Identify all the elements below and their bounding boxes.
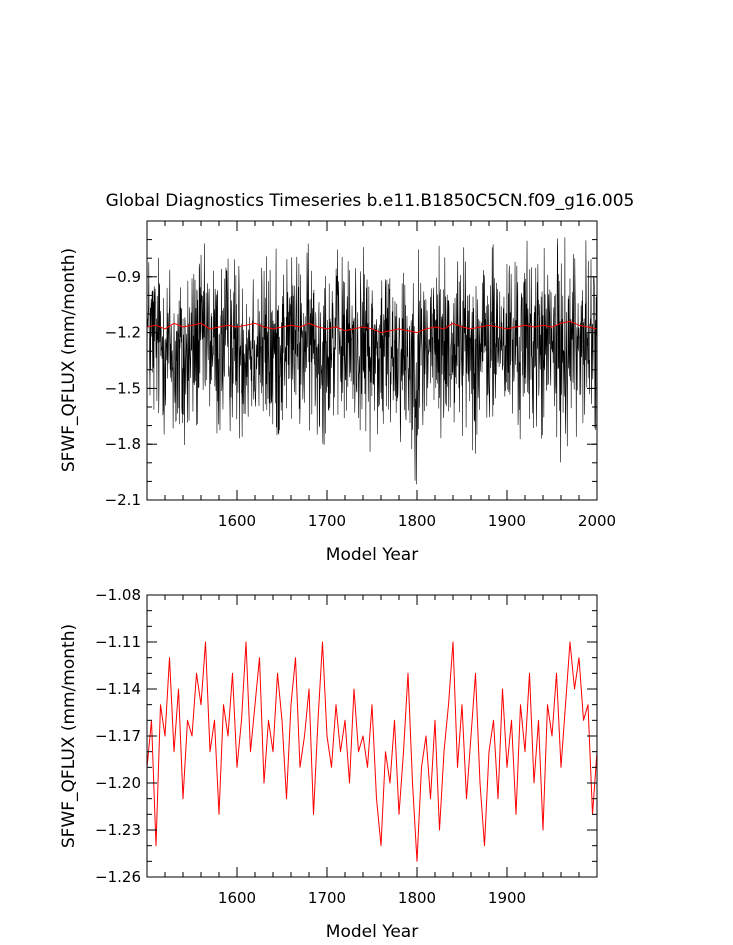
chart-title: Global Diagnostics Timeseries b.e11.B185… — [106, 191, 635, 211]
y-tick-label: −1.8 — [105, 435, 141, 453]
y-tick-label: −1.17 — [95, 727, 141, 745]
y-tick-label: −2.1 — [105, 491, 141, 509]
top-chart: Global Diagnostics Timeseries b.e11.B185… — [59, 191, 634, 565]
y-tick-label: −0.9 — [105, 268, 141, 286]
y-tick-label: −1.20 — [95, 774, 141, 792]
y-tick-label: −1.26 — [95, 868, 141, 886]
y-axis-ticks: −1.08 −1.11 −1.14 −1.17 −1.20 −1.23 −1.26 — [95, 586, 597, 886]
series-line-0 — [146, 641, 598, 862]
y-axis-label: SFWF_QFLUX (mm/month) — [59, 624, 79, 848]
x-tick-label: 1600 — [218, 889, 256, 907]
x-axis-ticks: 1600 1700 1800 1900 — [146, 595, 598, 907]
y-tick-label: −1.5 — [105, 379, 141, 397]
y-axis-label: SFWF_QFLUX (mm/month) — [59, 248, 79, 472]
x-tick-label: 1800 — [398, 889, 436, 907]
x-tick-label: 1900 — [488, 889, 526, 907]
series-line-1 — [146, 320, 598, 334]
x-tick-label: 1700 — [308, 889, 346, 907]
plot-frame — [146, 594, 598, 878]
x-axis-label: Model Year — [326, 922, 418, 942]
y-axis-ticks: −0.9 −1.2 −1.5 −1.8 −2.1 — [105, 220, 597, 509]
x-tick-label: 1800 — [398, 512, 436, 530]
x-tick-label: 2000 — [578, 512, 616, 530]
bottom-chart: −1.08 −1.11 −1.14 −1.17 −1.20 −1.23 −1.26 1600… — [59, 586, 598, 942]
x-axis-label: Model Year — [326, 545, 418, 565]
y-tick-label: −1.08 — [95, 586, 141, 604]
x-tick-label: 1700 — [308, 512, 346, 530]
series-group — [146, 641, 598, 862]
x-tick-label: 1900 — [488, 512, 526, 530]
x-axis-ticks: 1600 1700 1800 1900 2000 — [146, 221, 616, 530]
series-group — [146, 237, 598, 485]
y-tick-label: −1.14 — [95, 680, 141, 698]
y-tick-label: −1.23 — [95, 821, 141, 839]
series-line-0 — [146, 237, 598, 485]
y-tick-label: −1.11 — [95, 633, 141, 651]
x-tick-label: 1600 — [218, 512, 256, 530]
y-tick-label: −1.2 — [105, 324, 141, 342]
plot-frame — [146, 220, 598, 501]
